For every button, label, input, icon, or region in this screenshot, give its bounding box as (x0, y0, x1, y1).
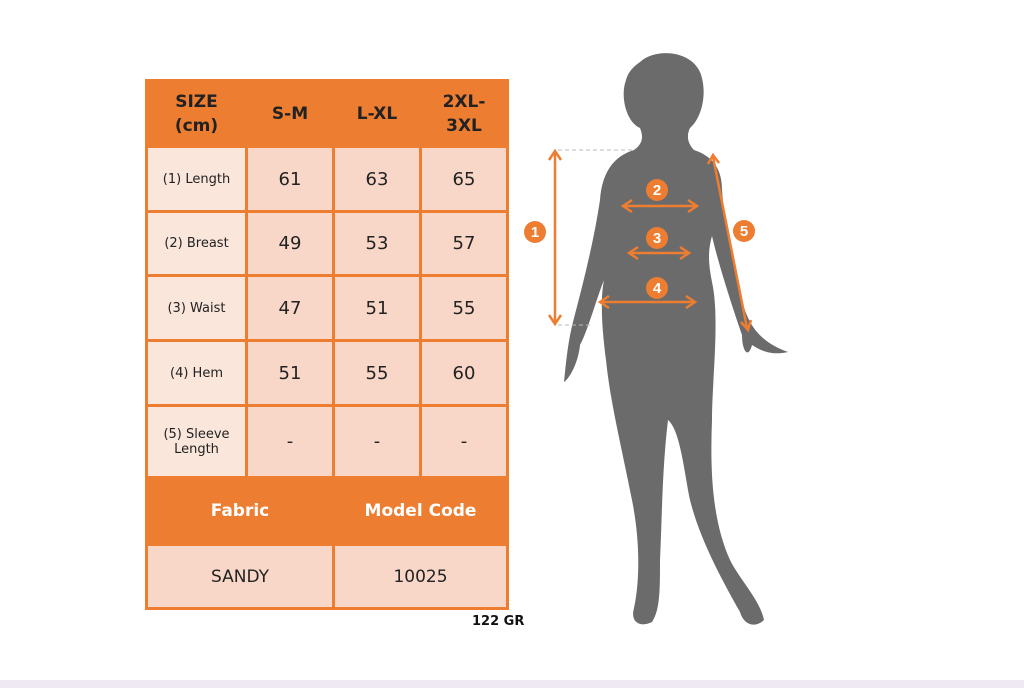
measurement-lines (547, 148, 753, 333)
table-row: (5) Sleeve Length - - - (145, 404, 509, 479)
cell: 55 (419, 274, 509, 342)
fabric-value-row: SANDY 10025 (145, 543, 509, 610)
model-code-label: Model Code (332, 476, 509, 546)
guide-lines (558, 149, 632, 326)
marker-label: 4 (653, 280, 662, 297)
model-code-value: 10025 (332, 543, 509, 610)
cell: 65 (419, 145, 509, 213)
fabric-header-row: Fabric Model Code (145, 476, 509, 546)
table-row: (2) Breast 49 53 57 (145, 210, 509, 277)
marker-2 (646, 179, 668, 201)
fabric-value: SANDY (145, 543, 335, 610)
header-s-m: S-M (245, 79, 335, 148)
cell: 49 (245, 210, 335, 277)
row-label: (2) Breast (145, 210, 248, 277)
cell: 51 (245, 339, 335, 407)
marker-label: 1 (531, 224, 539, 241)
markers (524, 179, 755, 299)
fabric-label: Fabric (145, 476, 335, 546)
cell: 51 (332, 274, 422, 342)
table-row: (4) Hem 51 55 60 (145, 339, 509, 407)
header-l-xl: L-XL (332, 79, 422, 148)
marker-label: 5 (740, 223, 748, 240)
header-row: SIZE (cm) S-M L-XL 2XL- 3XL (145, 79, 509, 148)
cell: - (419, 404, 509, 479)
header-text: SIZE (175, 91, 218, 112)
cell: 63 (332, 145, 422, 213)
cell: 57 (419, 210, 509, 277)
marker-3 (646, 227, 668, 249)
header-text: 3XL (446, 115, 482, 136)
row-label: (5) Sleeve Length (145, 404, 248, 479)
header-size: SIZE (cm) (145, 79, 248, 148)
weight-label: 122 GR (472, 614, 525, 629)
cell: 60 (419, 339, 509, 407)
cell: 47 (245, 274, 335, 342)
silhouette (564, 53, 788, 625)
row-label: (3) Waist (145, 274, 248, 342)
row-label: (1) Length (145, 145, 248, 213)
marker-1 (524, 221, 546, 243)
bottom-strip (0, 680, 1024, 688)
table-row: (1) Length 61 63 65 (145, 145, 509, 213)
size-chart-table: SIZE (cm) S-M L-XL 2XL- 3XL (1) Length 61 … (145, 79, 509, 610)
table-row: (3) Waist 47 51 55 (145, 274, 509, 342)
marker-label: 2 (653, 182, 661, 199)
row-label-line: (5) Sleeve (163, 426, 230, 442)
cell: 53 (332, 210, 422, 277)
marker-5 (733, 220, 755, 242)
row-label: (4) Hem (145, 339, 248, 407)
header-text: (cm) (174, 115, 219, 136)
row-label-line: Length (174, 441, 219, 457)
cell: - (332, 404, 422, 479)
marker-label: 3 (653, 230, 661, 247)
cell: 61 (245, 145, 335, 213)
cell: 55 (332, 339, 422, 407)
marker-4 (646, 277, 668, 299)
header-text: 2XL- (442, 91, 486, 112)
cell: - (245, 404, 335, 479)
sleeve-arrow (711, 156, 749, 329)
header-2xl-3xl: 2XL- 3XL (419, 79, 509, 148)
